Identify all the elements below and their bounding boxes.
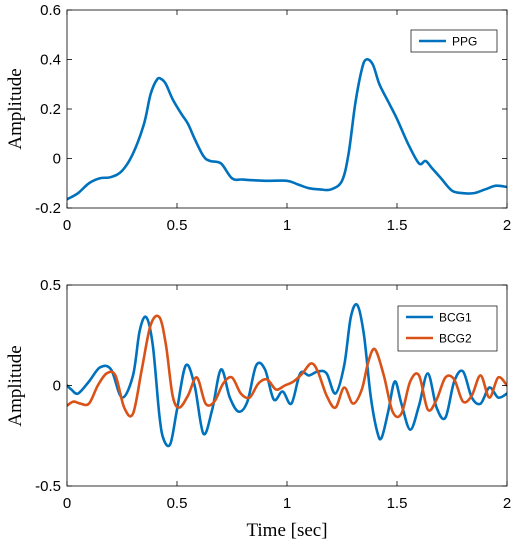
y-tick-label: 0.5 xyxy=(40,277,61,294)
x-axis-label: Time [sec] xyxy=(246,520,327,541)
legend-label-bcg1: BCG1 xyxy=(439,311,472,325)
y-axis-label: Amplitude xyxy=(5,345,26,426)
x-tick-label: 1.5 xyxy=(387,217,408,234)
y-tick-label: 0.6 xyxy=(40,2,61,19)
legend-box xyxy=(410,29,498,53)
legend-label-ppg: PPG xyxy=(452,35,477,49)
x-tick-label: 0.5 xyxy=(167,495,188,512)
y-tick-label: 0 xyxy=(53,151,61,168)
series-line-bcg2 xyxy=(67,314,507,419)
series-line-ppg xyxy=(67,58,507,201)
y-tick-label: -0.2 xyxy=(35,200,61,217)
x-tick-label: 1.5 xyxy=(387,495,408,512)
y-tick-label: 0.2 xyxy=(40,101,61,118)
y-tick-label: 0 xyxy=(53,378,61,395)
y-tick-label: -0.5 xyxy=(35,478,61,495)
x-tick-label: 2 xyxy=(503,495,511,512)
legend: BCG1 BCG2 xyxy=(397,305,498,352)
legend-label-bcg2: BCG2 xyxy=(439,332,472,346)
legend-box xyxy=(397,305,498,352)
x-tick-label: 0.5 xyxy=(167,217,188,234)
series-line-bcg1 xyxy=(67,303,507,448)
x-tick-label: 1 xyxy=(283,217,291,234)
x-tick-label: 0 xyxy=(63,217,71,234)
x-tick-label: 1 xyxy=(283,495,291,512)
y-tick-label: 0.4 xyxy=(40,52,61,69)
x-tick-label: 0 xyxy=(63,495,71,512)
legend: PPG xyxy=(410,29,498,53)
x-tick-label: 2 xyxy=(503,217,511,234)
y-axis-label: Amplitude xyxy=(5,68,26,149)
